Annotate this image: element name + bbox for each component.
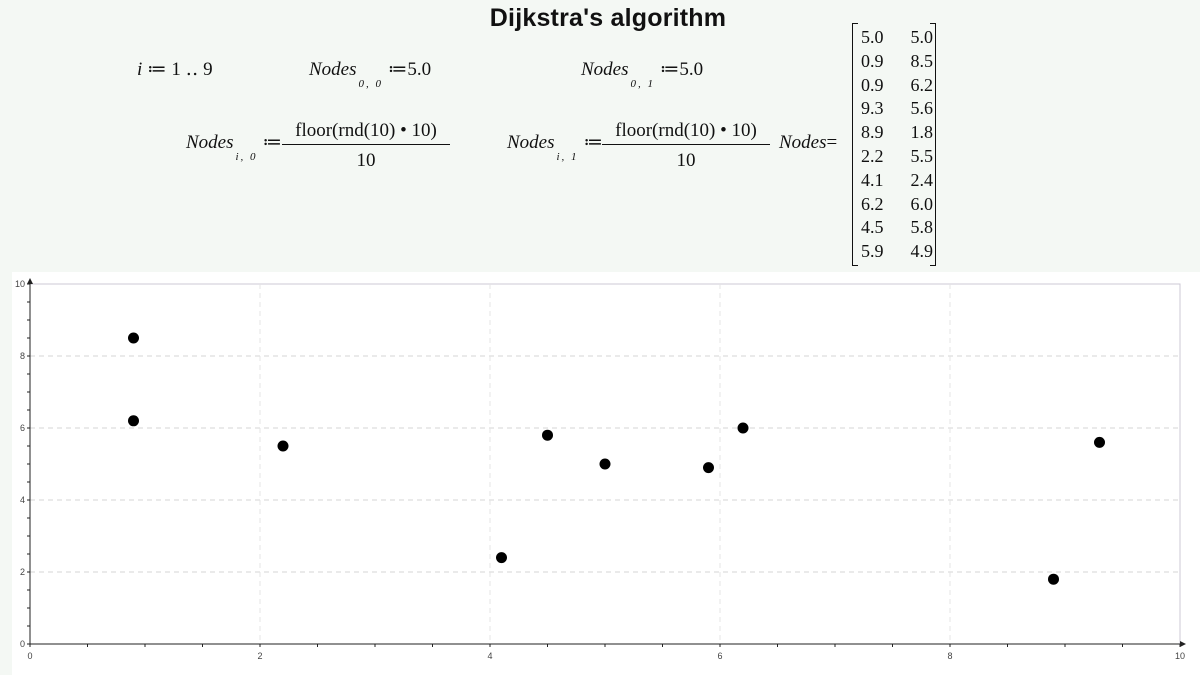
matrix-cell: 5.0 [861,27,884,47]
matrix-cell: 5.9 [861,241,884,262]
nodes-name: Nodes [309,59,357,80]
data-point[interactable] [599,458,611,470]
matrix-row: 4.5 5.8 [861,218,933,236]
matrix-cell: 2.2 [861,146,884,166]
nodes-i1-formula[interactable]: floor(rnd(10) • 10) 10 [602,121,770,170]
range-assign-operator: ≔ [147,59,167,80]
matrix-row: 5.9 4.9 [861,242,933,260]
matrix-cell: 0.9 [861,74,884,95]
y-tick-label: 2 [20,567,25,577]
nodes-name: Nodes [581,59,629,80]
matrix-row: 6.2 6.0 [861,195,933,213]
matrix-row: 2.2 5.5 [861,147,933,165]
data-point[interactable] [737,422,749,434]
nodes-subscript: i, 1 [556,151,579,163]
scatter-plot[interactable]: 0 2 4 6 8 10 0 2 4 6 8 10 [12,272,1200,675]
matrix-cell: 1.8 [910,122,934,143]
data-point[interactable] [1048,573,1059,585]
matrix-row: 9.3 5.6 [861,99,933,117]
matrix-cell: 2.4 [910,169,934,190]
matrix-bracket-right-top [930,23,936,24]
matrix-cell: 4.5 [861,217,884,238]
matrix-cell: 4.9 [910,241,934,262]
nodes-value: 5.0 [679,59,704,80]
x-tick-label: 10 [1175,651,1185,661]
nodes-name: Nodes [186,132,234,153]
matrix-cell: 6.0 [910,193,934,214]
nodes-result-label[interactable]: Nodes= [779,133,837,152]
matrix-cell: 9.3 [861,98,884,119]
matrix-cell: 8.9 [861,122,884,143]
nodes-matrix[interactable]: 5.0 5.0 0.9 8.5 0.9 6.2 9.3 5.6 8.9 1.8 2.2 5.5 4.1 2… [852,23,936,266]
nodes-name: Nodes [779,132,827,153]
data-point[interactable] [128,332,139,344]
x-tick-label: 6 [717,651,722,661]
data-point[interactable] [277,440,289,452]
data-point[interactable] [128,415,139,427]
matrix-row: 8.9 1.8 [861,123,933,141]
matrix-cell: 5.6 [910,98,934,119]
y-tick-label: 10 [15,279,25,289]
matrix-row: 4.1 2.4 [861,171,933,189]
matrix-bracket-right-bottom [930,265,936,266]
matrix-cell: 8.5 [910,50,934,71]
matrix-cell: 6.2 [861,193,884,214]
nodes-name: Nodes [507,132,555,153]
x-tick-label: 2 [257,651,262,661]
nodes-i1-lhs[interactable]: Nodesi, 1 ≔ [507,133,603,163]
x-tick-label: 4 [487,651,492,661]
nodes-subscript: i, 0 [235,151,258,163]
data-point[interactable] [703,462,714,474]
x-axis-arrow-icon [1180,641,1186,647]
matrix-bracket-left-bottom [852,265,858,266]
nodes-value: 5.0 [407,59,432,80]
x-tick-label: 0 [27,651,32,661]
worksheet-title: Dijkstra's algorithm [489,4,727,32]
nodes-subscript: 0, 1 [630,78,655,90]
matrix-row: 0.9 8.5 [861,52,933,70]
y-tick-label: 6 [20,423,25,433]
formula-denominator: 10 [356,150,376,171]
range-value: 1 ‥ 9 [171,59,213,80]
data-point[interactable] [1094,436,1105,448]
nodes-i0-formula[interactable]: floor(rnd(10) • 10) 10 [282,121,450,170]
matrix-cell: 5.0 [910,27,934,47]
range-variable: i [137,59,143,80]
matrix-row: 5.0 5.0 [861,28,933,46]
matrix-cell: 0.9 [861,50,884,71]
formula-denominator: 10 [676,150,696,171]
matrix-cell: 6.2 [910,74,934,95]
assign-operator: ≔ [262,132,282,153]
x-tick-label: 8 [947,651,952,661]
matrix-cell: 5.5 [910,146,934,166]
y-tick-label: 8 [20,351,25,361]
assign-operator: ≔ [659,59,680,80]
matrix-cell: 4.1 [861,169,884,190]
data-point[interactable] [496,552,507,564]
nodes-i0-lhs[interactable]: Nodesi, 0 ≔ [186,133,282,163]
scatter-plot-panel[interactable]: 0 2 4 6 8 10 0 2 4 6 8 10 [12,272,1200,675]
nodes-00-definition[interactable]: Nodes0, 0 ≔5.0 [309,60,431,90]
range-definition[interactable]: i ≔ 1 ‥ 9 [137,60,213,79]
y-tick-label: 4 [20,495,25,505]
matrix-cell: 5.8 [910,217,934,238]
equals-operator: = [826,132,838,153]
formula-numerator: floor(rnd(10) • 10) [282,121,450,145]
assign-operator: ≔ [387,59,408,80]
matrix-row: 0.9 6.2 [861,76,933,94]
matrix-bracket-left-top [852,23,858,24]
nodes-subscript: 0, 0 [358,78,383,90]
assign-operator: ≔ [583,132,603,153]
formula-numerator: floor(rnd(10) • 10) [602,121,770,145]
data-point[interactable] [542,429,553,441]
y-tick-label: 0 [20,639,25,649]
y-axis-arrow-icon [27,278,33,284]
nodes-01-definition[interactable]: Nodes0, 1 ≔5.0 [581,60,703,90]
